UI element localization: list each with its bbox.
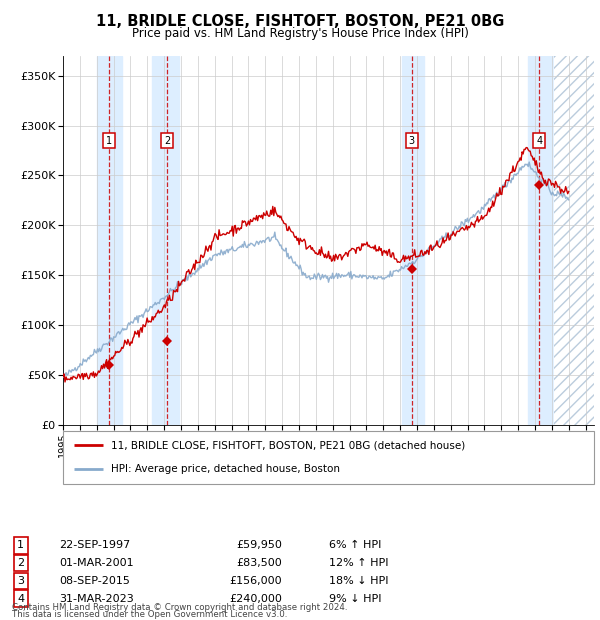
- Bar: [152, 56, 179, 425]
- Bar: [554, 56, 594, 425]
- Text: HPI: Average price, detached house, Boston: HPI: Average price, detached house, Bost…: [111, 464, 340, 474]
- Bar: [97, 56, 122, 425]
- Text: 4: 4: [536, 136, 542, 146]
- Text: 11, BRIDLE CLOSE, FISHTOFT, BOSTON, PE21 0BG (detached house): 11, BRIDLE CLOSE, FISHTOFT, BOSTON, PE21…: [111, 440, 465, 450]
- Text: 2: 2: [17, 558, 24, 568]
- Text: Contains HM Land Registry data © Crown copyright and database right 2024.: Contains HM Land Registry data © Crown c…: [12, 603, 347, 612]
- Text: £156,000: £156,000: [230, 576, 283, 586]
- Text: 3: 3: [17, 576, 24, 586]
- Text: 18% ↓ HPI: 18% ↓ HPI: [329, 576, 389, 586]
- Text: 31-MAR-2023: 31-MAR-2023: [59, 594, 134, 604]
- Text: 1: 1: [106, 136, 112, 146]
- Text: £59,950: £59,950: [236, 540, 283, 550]
- Text: 3: 3: [409, 136, 415, 146]
- Text: 6% ↑ HPI: 6% ↑ HPI: [329, 540, 382, 550]
- Bar: [528, 56, 554, 425]
- Text: 1: 1: [17, 540, 24, 550]
- Text: 08-SEP-2015: 08-SEP-2015: [59, 576, 130, 586]
- FancyBboxPatch shape: [63, 431, 594, 484]
- Bar: [554, 56, 594, 425]
- Text: £240,000: £240,000: [229, 594, 283, 604]
- Text: 11, BRIDLE CLOSE, FISHTOFT, BOSTON, PE21 0BG: 11, BRIDLE CLOSE, FISHTOFT, BOSTON, PE21…: [96, 14, 504, 29]
- Text: 4: 4: [17, 594, 24, 604]
- Text: 9% ↓ HPI: 9% ↓ HPI: [329, 594, 382, 604]
- Text: Price paid vs. HM Land Registry's House Price Index (HPI): Price paid vs. HM Land Registry's House …: [131, 27, 469, 40]
- Bar: [402, 56, 424, 425]
- Text: This data is licensed under the Open Government Licence v3.0.: This data is licensed under the Open Gov…: [12, 609, 287, 619]
- Text: 12% ↑ HPI: 12% ↑ HPI: [329, 558, 389, 568]
- Text: 2: 2: [164, 136, 170, 146]
- Text: £83,500: £83,500: [236, 558, 283, 568]
- Text: 01-MAR-2001: 01-MAR-2001: [59, 558, 134, 568]
- Text: 22-SEP-1997: 22-SEP-1997: [59, 540, 130, 550]
